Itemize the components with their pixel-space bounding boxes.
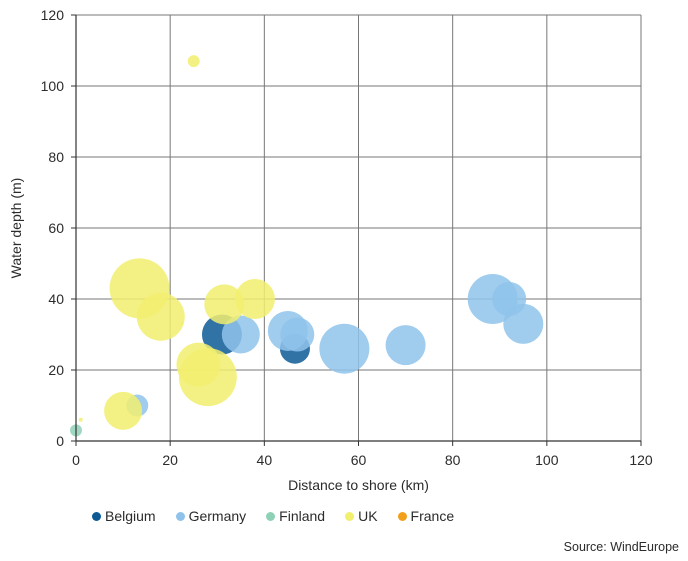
- x-tick-label: 100: [535, 452, 559, 468]
- y-tick-label: 20: [48, 362, 64, 378]
- bubble-uk: [136, 292, 185, 341]
- legend-label: France: [410, 508, 455, 524]
- legend-item-france: France: [397, 508, 455, 524]
- y-axis-title: Water depth (m): [8, 178, 24, 279]
- y-tick-label: 80: [48, 149, 64, 165]
- legend-swatch: [92, 511, 101, 521]
- x-tick-label: 120: [629, 452, 653, 468]
- x-tick-label: 60: [351, 452, 367, 468]
- grid-lines: [76, 14, 642, 441]
- axes: 0 20 40 60 80 100 120 0 20 40 60 80 100 120: [41, 7, 653, 468]
- y-tick-label: 60: [48, 220, 64, 236]
- bubble-uk: [78, 417, 83, 422]
- x-axis-title: Distance to shore (km): [288, 477, 429, 493]
- bubble-germany: [221, 315, 260, 354]
- legend-item-germany: Germany: [175, 508, 247, 524]
- x-tick-label: 0: [72, 452, 80, 468]
- legend-swatch: [266, 511, 276, 521]
- y-tick-label: 100: [41, 78, 65, 94]
- x-tick-label: 20: [162, 452, 178, 468]
- bubble-germany: [385, 325, 426, 366]
- y-tick-label: 120: [41, 7, 65, 23]
- bubble-uk: [187, 55, 200, 68]
- legend-label: Belgium: [105, 508, 156, 524]
- bubble-uk: [178, 348, 237, 407]
- y-tick-label: 40: [48, 291, 64, 307]
- legend-item-belgium: Belgium: [92, 508, 156, 524]
- legend-item-uk: UK: [345, 508, 378, 524]
- source-note: Source: WindEurope: [563, 540, 679, 554]
- legend-swatch: [345, 511, 355, 521]
- bubble-germany: [280, 317, 315, 352]
- bubble-germany: [503, 303, 544, 344]
- bubble-uk: [204, 284, 245, 325]
- bubbles: [70, 55, 544, 437]
- x-tick-label: 40: [257, 452, 273, 468]
- bubble-germany: [319, 323, 370, 374]
- bubble-uk: [234, 279, 275, 319]
- legend-swatch: [175, 511, 185, 521]
- legend-label: Germany: [188, 508, 247, 524]
- legend-label: UK: [358, 508, 378, 524]
- legend-label: Finland: [279, 508, 326, 524]
- legend-item-finland: Finland: [266, 508, 325, 524]
- legend: Belgium Germany Finland UK France: [92, 508, 474, 524]
- bubble-uk: [180, 322, 184, 326]
- legend-swatch: [397, 511, 407, 521]
- x-tick-label: 80: [445, 452, 461, 468]
- y-tick-label: 0: [56, 433, 64, 449]
- bubble-uk: [104, 391, 143, 430]
